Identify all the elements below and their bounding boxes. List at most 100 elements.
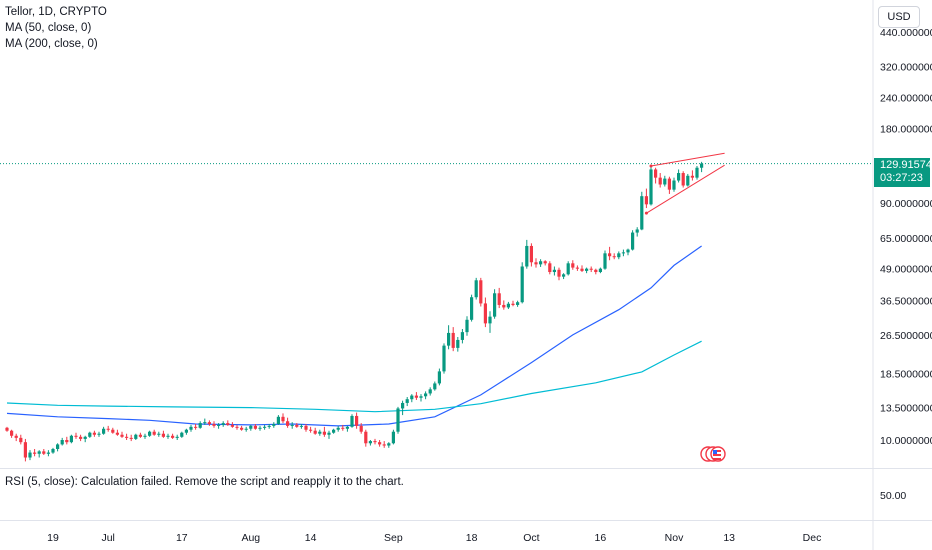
y-tick-label: 36.5000000 [880,295,932,307]
candle-body [410,395,414,400]
x-tick-label: Dec [803,532,822,544]
y-tick-label: 90.0000000 [880,198,932,210]
candle-body [571,263,575,268]
candle-body [175,436,179,438]
candle-body [562,274,566,277]
candle-body [635,229,639,233]
candle-body [111,429,115,433]
currency-button[interactable]: USD [878,6,920,28]
candle-body [529,245,533,263]
candle-body [700,163,704,168]
candle-body [332,429,336,433]
candle-body [594,269,598,273]
y-tick-label: 320.0000000 [880,61,932,73]
candle-body [281,416,285,422]
wedge-lower-line [646,164,725,214]
candle-body [391,431,395,444]
candle-body [677,173,681,181]
candle-body [244,428,248,430]
candle-body [184,429,188,433]
candle-body [10,430,14,436]
candle-body [672,180,676,190]
candle-body [557,269,561,277]
candle-body [235,426,239,428]
candle-body [276,416,280,425]
candle-body [318,431,322,434]
candles-group [5,161,704,462]
candle-body [378,442,382,445]
candle-body [695,167,699,178]
legend-title: Tellor, 1D, CRYPTO [5,6,107,18]
candle-body [603,253,607,269]
candle-body [350,415,354,427]
candle-body [580,268,584,271]
candle-body [207,422,211,425]
events-flag-icon[interactable] [700,444,726,464]
candle-body [51,448,55,453]
x-tick-label: Aug [241,532,260,544]
y-tick-label: 10.0000000 [880,435,932,447]
candle-body [203,422,207,424]
candle-body [37,451,41,454]
candle-body [69,435,73,443]
x-tick-label: Sep [384,532,403,544]
candle-body [19,437,23,443]
candle-body [617,253,621,258]
x-tick-label: 16 [595,532,607,544]
candle-body [401,402,405,409]
x-tick-label: 19 [47,532,59,544]
candle-body [322,431,326,435]
candle-body [621,252,625,254]
candle-body [405,399,409,403]
candle-body [253,425,257,429]
candle-body [295,424,299,427]
x-tick-label: Oct [523,532,539,544]
candle-body [511,303,515,305]
candle-body [612,256,616,258]
x-tick-label: 18 [466,532,478,544]
x-tick-label: 13 [723,532,735,544]
candle-body [313,430,317,434]
y-tick-label: 240.0000000 [880,92,932,104]
candle-body [97,433,101,435]
candle-body [497,293,501,305]
candle-body [60,440,64,445]
current-price-value: 129.9157476 [880,159,932,171]
candle-body [566,263,570,275]
candle-body [690,175,694,178]
current-price-tag: 129.9157476 03:27:23 [874,158,932,187]
rsi-y-tick-label: 50.00 [880,490,906,502]
y-tick-label: 180.0000000 [880,123,932,135]
x-tick-label: Jul [101,532,114,544]
candle-body [263,426,267,428]
candle-body [433,383,437,390]
candle-body [387,443,391,446]
rsi-error-message: RSI (5, close): Calculation failed. Remo… [5,476,404,488]
candle-body [212,424,216,426]
candle-body [373,441,377,443]
candle-body [129,437,133,439]
candle-body [502,304,506,308]
candle-body [414,395,418,398]
candle-body [465,319,469,333]
candle-body [65,440,69,443]
candle-body [152,431,156,435]
candle-body [658,177,662,185]
y-tick-label: 13.5000000 [880,403,932,415]
candle-body [189,426,193,430]
candle-body [539,261,543,265]
candle-body [419,396,423,398]
candle-body [134,434,138,439]
candle-body [258,427,262,429]
candle-body [221,423,225,425]
candle-body [115,432,119,435]
candle-body [520,266,524,303]
candle-body [479,280,483,304]
candle-body [148,431,152,436]
legend-ma200: MA (200, close, 0) [5,38,98,50]
candle-body [437,371,441,384]
candle-body [83,436,87,439]
candle-body [92,432,96,435]
